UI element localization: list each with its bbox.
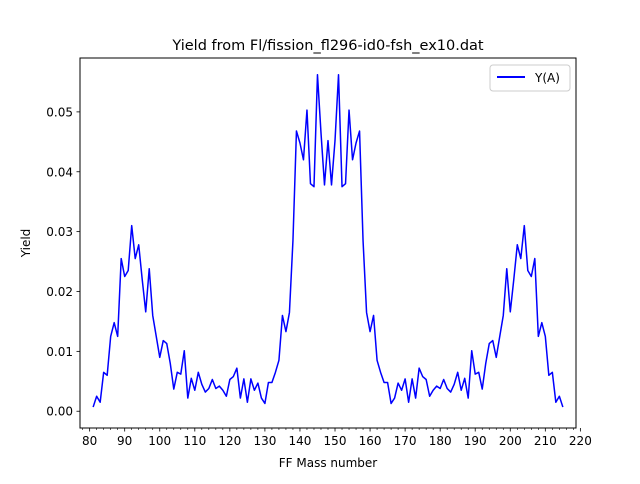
- y-axis: 0.00 0.01 0.02 0.03 0.04 0.05: [46, 105, 80, 419]
- y-tick-label: 0.01: [46, 345, 73, 359]
- y-tick-label: 0.03: [46, 225, 73, 239]
- x-tick-label: 180: [429, 434, 452, 448]
- series-layer: [92, 74, 564, 408]
- x-tick-label: 80: [82, 434, 97, 448]
- y-axis-label: Yield: [19, 229, 33, 259]
- x-axis-label: FF Mass number: [279, 456, 378, 470]
- x-tick-label: 210: [534, 434, 557, 448]
- x-tick-label: 120: [218, 434, 241, 448]
- y-tick-label: 0.04: [46, 165, 73, 179]
- legend: Y(A): [489, 64, 571, 92]
- x-tick-label: 130: [253, 434, 276, 448]
- x-tick-label: 200: [499, 434, 522, 448]
- x-tick-label: 150: [324, 434, 347, 448]
- x-tick-label: 170: [394, 434, 417, 448]
- x-tick-label: 110: [183, 434, 206, 448]
- x-axis: 80 90 100 110 120 130 140 150 160 170 180 190 200 210…: [82, 428, 592, 448]
- chart-title: Yield from Fl/fission_fl296-id0-fsh_ex10…: [171, 38, 484, 54]
- x-tick-label: 190: [464, 434, 487, 448]
- x-tick-label: 140: [289, 434, 312, 448]
- x-tick-label: 220: [569, 434, 592, 448]
- legend-box: [489, 64, 571, 92]
- x-tick-label: 90: [117, 434, 132, 448]
- y-tick-label: 0.02: [46, 285, 73, 299]
- y-tick-label: 0.05: [46, 105, 73, 119]
- legend-label: Y(A): [534, 71, 560, 85]
- x-tick-label: 100: [148, 434, 171, 448]
- y-tick-label: 0.00: [46, 405, 73, 419]
- series-line-0: [92, 74, 564, 408]
- x-tick-label: 160: [359, 434, 382, 448]
